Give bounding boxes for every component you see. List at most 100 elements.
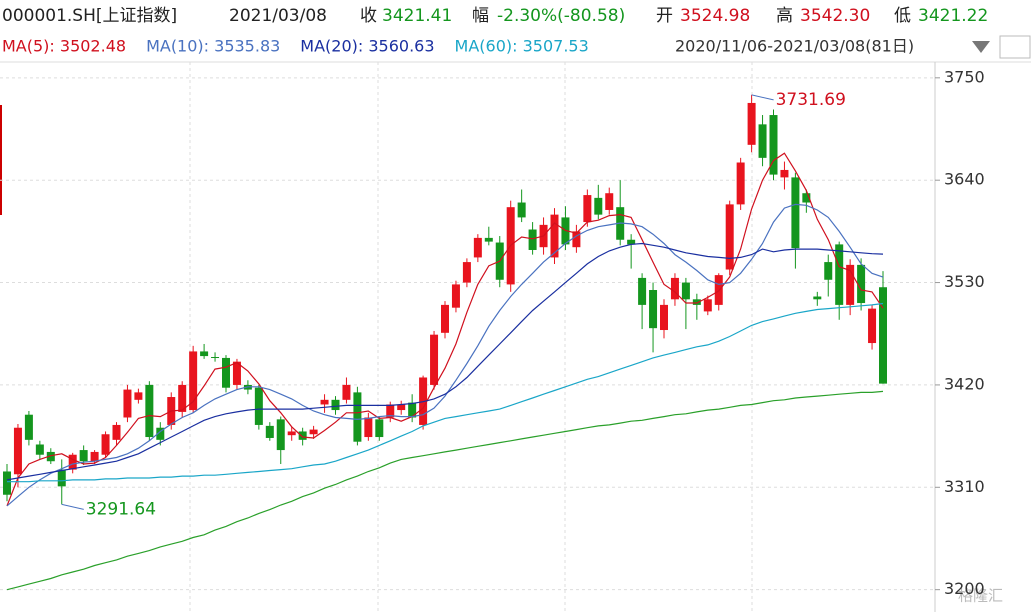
candle-body xyxy=(736,162,745,205)
ma-line xyxy=(6,390,884,591)
annotation-arrow xyxy=(751,94,774,101)
candle-body xyxy=(835,244,844,305)
candle-body xyxy=(550,214,559,258)
candle-body xyxy=(627,239,636,245)
legend-entry: MA(60): 3507.53 xyxy=(455,37,589,56)
candle-body xyxy=(35,444,44,455)
candle-body xyxy=(769,115,778,175)
candle-body xyxy=(200,351,209,357)
candle-body xyxy=(145,384,154,438)
ma-line xyxy=(7,302,884,483)
candle-body xyxy=(386,404,395,418)
date-range: 2020/11/06-2021/03/08(81日) xyxy=(675,37,914,56)
dropdown-arrow[interactable] xyxy=(972,41,990,53)
candle-body xyxy=(791,177,800,249)
candle-body xyxy=(57,469,66,487)
candle-body xyxy=(857,264,866,304)
candle-body xyxy=(430,334,439,385)
candle-body xyxy=(725,204,734,270)
open-label: 开 xyxy=(656,6,673,26)
candle-body xyxy=(342,384,351,400)
candle-body xyxy=(572,231,581,248)
annotation-arrow xyxy=(61,503,84,510)
y-tick-label: 3750 xyxy=(944,67,985,86)
open-value: 3524.98 xyxy=(680,6,750,26)
candle-body xyxy=(68,454,77,470)
candle-body xyxy=(451,284,460,308)
candle-body xyxy=(254,387,263,425)
candle-body xyxy=(79,450,88,462)
y-tick-label: 3420 xyxy=(944,374,985,393)
candle-body xyxy=(90,451,99,462)
candle-body xyxy=(222,357,230,388)
candle-body xyxy=(670,277,679,300)
candle-body xyxy=(3,471,11,495)
candle-body xyxy=(309,429,318,435)
candle-body xyxy=(364,417,373,438)
symbol: 000001.SH[上证指数] xyxy=(2,6,177,26)
candle-body xyxy=(703,299,712,312)
candle-body xyxy=(528,229,537,250)
annotation-label: 3291.64 xyxy=(86,499,156,519)
candle-body xyxy=(758,124,767,158)
close-value: 3421.41 xyxy=(382,6,452,26)
candle-body xyxy=(692,299,701,305)
candle-body xyxy=(846,264,855,305)
candle-body xyxy=(178,384,187,412)
candle-body xyxy=(441,304,449,333)
settings-box[interactable] xyxy=(999,35,1031,59)
candle-body xyxy=(375,419,384,438)
candle-body xyxy=(287,431,296,436)
ma-line xyxy=(6,152,884,507)
candle-body xyxy=(134,392,143,400)
candle-body xyxy=(298,431,307,440)
legend-entry: MA(5): 3502.48 xyxy=(2,37,126,56)
candle-body xyxy=(780,169,789,178)
candle-body xyxy=(24,414,33,440)
candle-body xyxy=(484,237,493,242)
ma-line xyxy=(6,203,884,507)
candle-body xyxy=(189,351,198,411)
candle-body xyxy=(232,361,241,385)
low-value: 3421.22 xyxy=(918,6,988,26)
candle-body xyxy=(211,357,220,359)
candle-body xyxy=(112,424,121,440)
candle-body xyxy=(473,237,482,258)
candle-body xyxy=(868,308,877,344)
candle-body xyxy=(638,277,647,305)
change-value: -2.30%(-80.58) xyxy=(497,6,625,26)
candle-body xyxy=(824,262,833,280)
candle-body xyxy=(331,399,340,411)
candle-body xyxy=(13,427,22,475)
candle-body xyxy=(101,434,110,455)
annotation-label: 3731.69 xyxy=(776,90,846,110)
candle-body xyxy=(397,404,406,411)
legend-entry: MA(20): 3560.63 xyxy=(300,37,434,56)
low-label: 低 xyxy=(894,6,911,26)
candle-body xyxy=(408,402,417,418)
ma-line xyxy=(6,242,884,481)
vertical-grid xyxy=(189,62,753,612)
candle-body xyxy=(276,419,285,451)
candle-body xyxy=(660,304,668,331)
candle-body xyxy=(879,287,887,384)
candle-body xyxy=(353,392,362,442)
candle-body xyxy=(265,425,274,438)
high-value: 3542.30 xyxy=(800,6,870,26)
y-tick-label: 3530 xyxy=(944,272,985,291)
candle-body xyxy=(156,427,165,440)
candle-body xyxy=(123,389,132,418)
y-tick-label: 3640 xyxy=(944,170,985,189)
date: 2021/03/08 xyxy=(229,6,327,26)
high-label: 高 xyxy=(776,6,793,26)
close-label: 收 xyxy=(360,6,377,26)
legend-entry: MA(10): 3535.83 xyxy=(146,37,280,56)
y-tick-label: 3200 xyxy=(944,579,985,598)
candle-body xyxy=(594,197,603,215)
candle-body xyxy=(747,102,756,145)
watermark: 格隆汇 xyxy=(958,587,1003,605)
candle-body xyxy=(605,193,614,210)
candle-body xyxy=(517,202,526,218)
